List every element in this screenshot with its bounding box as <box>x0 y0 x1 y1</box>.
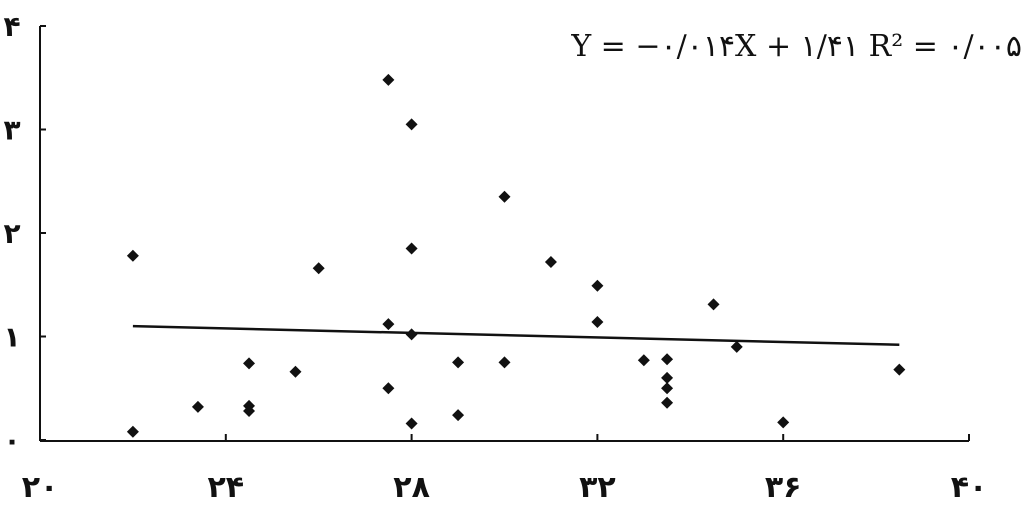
regression-equation-label: Y = −۰/۰۱۴X + ۱/۴۱ R² = ۰/۰۰۵ <box>570 29 1022 64</box>
trendline-group <box>132 324 900 347</box>
data-point-marker <box>498 190 511 203</box>
y-axis-tick-label: ۲ <box>3 217 20 250</box>
data-point-marker <box>661 353 674 366</box>
y-axis-tick-label: ۳ <box>3 114 20 147</box>
data-point-marker <box>191 400 204 413</box>
data-points-group <box>126 73 906 438</box>
data-point-marker <box>591 279 604 292</box>
data-point-marker <box>382 318 395 331</box>
data-point-marker <box>661 371 674 384</box>
data-point-marker <box>382 382 395 395</box>
data-point-marker <box>777 416 790 429</box>
y-axis-tick-label: ۰ <box>3 424 20 457</box>
data-point-marker <box>452 409 465 422</box>
x-axis-tick-label: ۳۲ <box>579 470 616 505</box>
axes-group <box>39 25 970 442</box>
data-point-marker <box>637 354 650 367</box>
data-point-marker <box>452 356 465 369</box>
x-axis-tick-label: ۲۴ <box>207 470 244 505</box>
data-point-marker <box>405 118 418 131</box>
data-point-marker <box>405 417 418 430</box>
data-point-marker <box>893 363 906 376</box>
data-point-marker <box>243 357 256 370</box>
x-axis-tick-label: ۲۰ <box>22 470 59 505</box>
data-point-marker <box>405 328 418 341</box>
data-point-marker <box>591 316 604 329</box>
x-axis-tick-label: ۲۸ <box>393 470 430 505</box>
data-point-marker <box>730 340 743 353</box>
data-point-marker <box>312 262 325 275</box>
data-point-marker <box>243 405 256 418</box>
data-point-marker <box>661 396 674 409</box>
data-point-marker <box>405 242 418 255</box>
data-point-marker <box>126 425 139 438</box>
tick-labels-group: ۲۰ ۲۴ ۲۸ ۳۲ ۳۶ ۴۰ ۰ ۱ ۲ ۳ ۴ <box>3 10 987 505</box>
data-point-marker <box>289 365 302 378</box>
x-axis-tick-label: ۴۰ <box>951 470 988 505</box>
data-point-marker <box>126 249 139 262</box>
trendline <box>132 324 900 347</box>
data-point-marker <box>707 298 720 311</box>
data-point-marker <box>661 382 674 395</box>
data-point-marker <box>382 73 395 86</box>
y-axis-tick-label: ۴ <box>3 10 20 43</box>
data-point-marker <box>544 255 557 268</box>
x-axis-tick-label: ۳۶ <box>765 470 802 505</box>
data-point-marker <box>498 356 511 369</box>
y-axis-tick-label: ۱ <box>3 321 20 354</box>
